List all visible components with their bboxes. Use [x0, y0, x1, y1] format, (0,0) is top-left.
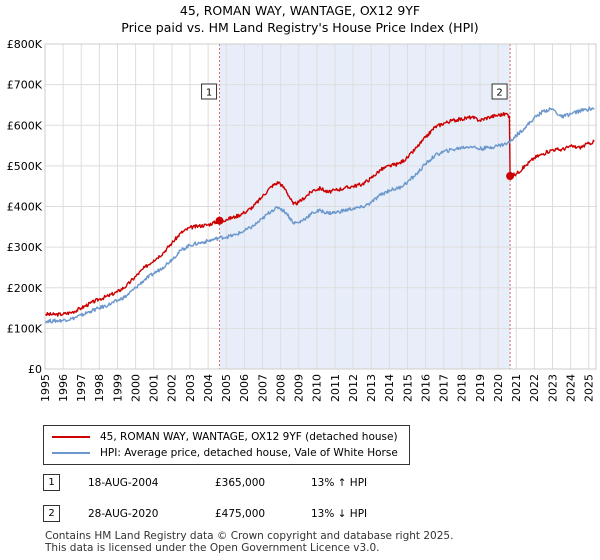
y-tick-label: £600K: [7, 119, 43, 132]
x-tick-label: 2023: [546, 374, 559, 402]
x-tick-label: 2010: [311, 374, 324, 402]
y-tick-label: £400K: [7, 201, 43, 214]
series-line-hpi: [44, 106, 595, 324]
sale-point-2: [506, 172, 515, 181]
x-tick-label: 2005: [220, 374, 233, 402]
x-tick-label: 2002: [166, 374, 179, 402]
x-tick-label: 2013: [365, 374, 378, 402]
x-tick-label: 1997: [75, 374, 88, 402]
y-tick-label: £100K: [7, 322, 43, 335]
x-tick-label: 2008: [274, 374, 287, 402]
x-tick-label: 1996: [57, 374, 70, 402]
legend-item-hpi: HPI: Average price, detached house, Vale…: [52, 445, 398, 461]
series-line-property: [44, 112, 595, 317]
x-tick-label: 2012: [347, 374, 360, 402]
legend-line-red: [52, 436, 90, 438]
y-tick-label: £700K: [7, 79, 43, 92]
y-tick-label: £0: [28, 363, 42, 376]
annotation-badge-1: 1: [43, 474, 60, 491]
x-tick-label: 2014: [383, 374, 396, 402]
x-tick-label: 1999: [111, 374, 124, 402]
x-tick-label: 2018: [456, 374, 469, 402]
annotation-price-1: £365,000: [215, 477, 266, 489]
x-tick-label: 2000: [129, 374, 142, 402]
annotation-date-1: 18-AUG-2004: [88, 477, 159, 489]
annotation-hpi-1: 13% ↑ HPI: [311, 477, 368, 489]
annotation-date-2: 28-AUG-2020: [88, 508, 159, 520]
y-tick-label: £200K: [7, 282, 43, 295]
x-tick-label: 2003: [184, 374, 197, 402]
legend-item-property: 45, ROMAN WAY, WANTAGE, OX12 9YF (detach…: [52, 429, 398, 445]
x-tick-label: 2004: [202, 374, 215, 402]
x-tick-label: 1995: [39, 374, 52, 402]
x-tick-label: 1998: [93, 374, 106, 402]
x-tick-label: 2019: [474, 374, 487, 402]
x-tick-label: 2020: [492, 374, 505, 402]
x-tick-label: 2009: [293, 374, 306, 402]
annotation-badge-2: 2: [43, 505, 60, 522]
x-tick-label: 2001: [148, 374, 161, 402]
legend-label-property: 45, ROMAN WAY, WANTAGE, OX12 9YF (detach…: [100, 431, 398, 443]
legend-label-hpi: HPI: Average price, detached house, Vale…: [100, 447, 398, 459]
legend: 45, ROMAN WAY, WANTAGE, OX12 9YF (detach…: [43, 425, 410, 465]
x-tick-label: 2024: [564, 374, 577, 402]
footer-copyright: Contains HM Land Registry data © Crown c…: [45, 530, 454, 542]
x-tick-label: 2006: [238, 374, 251, 402]
sale-point-1: [215, 216, 224, 225]
footer-license: This data is licensed under the Open Gov…: [45, 542, 380, 554]
plot-border: [44, 43, 597, 370]
x-tick-label: 2011: [329, 374, 342, 402]
x-tick-label: 2007: [256, 374, 269, 402]
x-tick-label: 2015: [401, 374, 414, 402]
annotation-hpi-2: 13% ↓ HPI: [311, 508, 368, 520]
x-tick-label: 2022: [528, 374, 541, 402]
chart-marker-label-1: 1: [206, 88, 212, 99]
y-tick-label: £300K: [7, 241, 43, 254]
y-tick-label: £500K: [7, 160, 43, 173]
chart-marker-label-2: 2: [496, 88, 502, 99]
chart-marker-box-2: [491, 83, 508, 100]
chart-subtitle: Price paid vs. HM Land Registry's House …: [121, 20, 479, 35]
x-tick-label: 2021: [510, 374, 523, 402]
chart-marker-box-1: [201, 83, 218, 100]
y-tick-label: £800K: [7, 38, 43, 51]
x-tick-label: 2025: [583, 374, 596, 402]
chart-area: £0 £100K £200K £300K £400K £500K £600K £700K £80…: [7, 38, 597, 402]
legend-line-blue: [52, 452, 90, 454]
annotation-price-2: £475,000: [215, 508, 266, 520]
chart-title: 45, ROMAN WAY, WANTAGE, OX12 9YF: [179, 3, 421, 18]
x-tick-label: 2017: [438, 374, 451, 402]
x-tick-label: 2016: [419, 374, 432, 402]
